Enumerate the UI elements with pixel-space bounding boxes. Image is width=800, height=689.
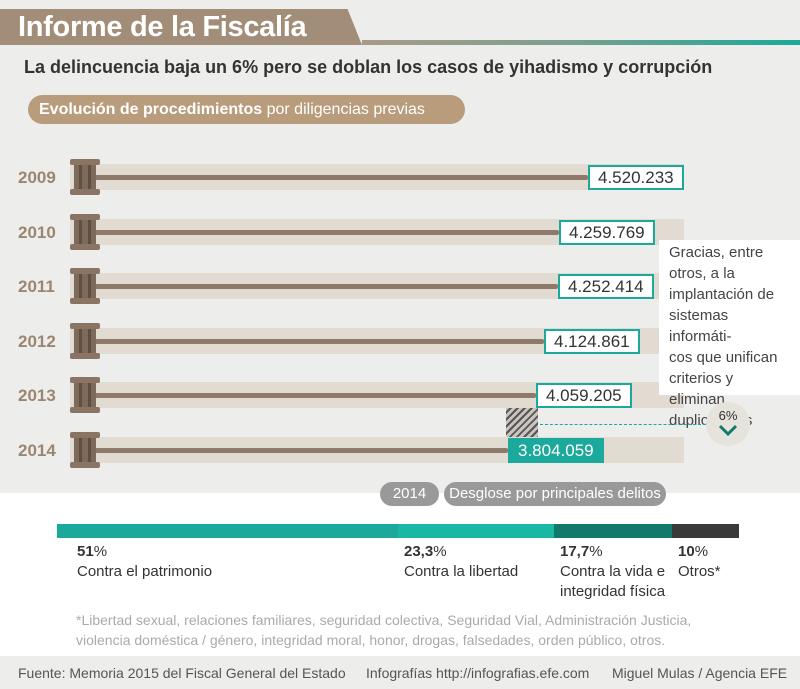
value-label: 4.520.233 [588,165,684,190]
year-label: 2013 [18,386,56,405]
note-line: Gracias, entre [669,244,764,261]
breakdown-title-tag: Desglose por principales delitos [444,482,666,506]
page-title: Informe de la Fiscalía [18,11,307,43]
section-heading-bold: Evolución de procedimientos [39,101,263,118]
breakdown-year-tag: 2014 [380,482,439,506]
note-line: criterios y eliminan [669,370,734,408]
decline-badge: 6% [706,402,750,446]
section-heading-rest: por diligencias previas [266,101,425,118]
bar-2010 [82,230,559,235]
gavel-icon [70,268,100,304]
gavel-icon [70,377,100,413]
breakdown-label: 23,3% Contra la libertad [404,543,519,580]
value-label: 3.804.059 [508,438,604,463]
footer-credit: Miguel Mulas / Agencia EFE [612,665,788,681]
breakdown-segment [672,524,739,538]
breakdown-segment [57,524,398,538]
note-line: implantación de [669,286,775,303]
year-label: 2012 [18,332,56,351]
year-label: 2009 [18,168,56,187]
breakdown-segment [554,524,672,538]
note-line: otros, a la [669,265,735,282]
year-label: 2014 [18,441,56,460]
decline-dashed-line [540,424,706,425]
note-line: cos que unifican [669,349,778,366]
value-label: 4.124.861 [544,329,640,354]
note-box: Gracias, entre otros, a la implantación de… [659,240,800,429]
gavel-icon [70,432,100,468]
value-label: 4.252.414 [558,274,654,299]
title-rule [362,40,800,45]
breakdown-label: 17,7% Contra la vida e integridad física [560,543,666,600]
bar-2013 [82,393,536,398]
footer-source: Fuente: Memoria 2015 del Fiscal General … [18,665,346,681]
title-banner [0,9,362,45]
footer-site: Infografías http://infografias.efe.com [366,665,590,681]
value-label: 4.059.205 [536,383,632,408]
year-label: 2010 [18,223,56,242]
gavel-icon [70,159,100,195]
breakdown-segment [398,524,554,538]
bar-2009 [82,175,588,180]
chevron-down-icon [718,424,738,436]
breakdown-label: 51% Contra el patrimonio [77,543,213,580]
gavel-icon [70,214,100,250]
note-line: sistemas informáti- [669,307,732,345]
gavel-icon [70,323,100,359]
chart-subtitle: La delincuencia baja un 6% pero se dobla… [24,57,713,77]
bar-2014 [82,448,508,453]
bar-2011 [82,284,558,289]
year-label: 2011 [18,277,55,296]
decline-pct: 6% [718,408,738,423]
footer: Fuente: Memoria 2015 del Fiscal General … [0,656,800,689]
value-label: 4.259.769 [559,220,655,245]
breakdown-section [0,493,800,656]
bar-2012 [82,339,544,344]
section-heading: Evolución de procedimientos por diligenc… [28,95,465,124]
footnote: *Libertad sexual, relaciones familiares,… [76,612,692,648]
breakdown-label: 10% Otros* [678,543,721,580]
